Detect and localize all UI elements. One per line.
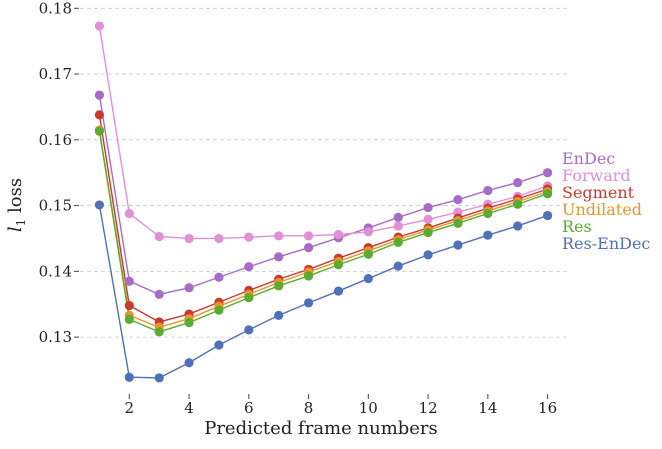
y-axis-label-sub: 1 — [14, 219, 28, 227]
data-point-endec — [453, 195, 463, 205]
y-axis-label: l1 loss — [5, 178, 28, 232]
series-line-endec — [98, 94, 548, 296]
data-point-endec — [154, 289, 164, 299]
data-point-forward — [94, 21, 105, 31]
x-tick-label: 14 — [478, 399, 497, 417]
data-point-forward — [244, 232, 254, 242]
series-line-segment — [98, 114, 548, 323]
x-axis-label: Predicted frame numbers — [204, 418, 438, 439]
y-tick-label: 0.14 — [39, 262, 72, 280]
y-tick-label: 0.15 — [39, 197, 72, 215]
data-point-res — [214, 305, 224, 315]
data-point-forward — [274, 231, 284, 241]
y-tick-label: 0.16 — [39, 131, 72, 149]
x-tick-label: 16 — [538, 399, 557, 417]
data-point-res — [124, 314, 134, 324]
data-point-endec — [274, 252, 284, 262]
data-point-res — [333, 260, 344, 270]
x-tick-label: 4 — [184, 399, 194, 417]
series-line-undilated — [98, 129, 548, 328]
legend-label-forward: Forward — [562, 166, 631, 185]
data-point-res — [184, 318, 194, 328]
data-point-forward — [393, 221, 403, 231]
series-line-res — [98, 131, 548, 333]
data-point-res — [542, 189, 553, 199]
data-point-res-endec — [274, 310, 284, 320]
x-tick-label: 10 — [359, 399, 378, 417]
y-axis: 0.13 0.14 0.15 0.16 0.17 0.18 — [39, 0, 79, 346]
x-tick-label: 6 — [244, 399, 254, 417]
data-point-res-endec — [333, 286, 344, 296]
data-point-res-endec — [513, 221, 523, 231]
legend-label-res-endec: Res-EnDec — [562, 234, 650, 253]
data-point-segment — [94, 110, 105, 120]
series-line-forward — [98, 25, 548, 240]
data-point-forward — [363, 227, 373, 237]
data-point-res — [244, 293, 254, 303]
data-point-endec — [214, 272, 224, 282]
data-point-res-endec — [244, 325, 254, 335]
series-lines — [98, 25, 548, 379]
data-point-res-endec — [154, 373, 164, 383]
y-tick-label: 0.17 — [39, 65, 72, 83]
data-point-res-endec — [483, 230, 493, 240]
data-point-res — [483, 208, 493, 219]
legend-label-undilated: Undilated — [562, 200, 642, 219]
data-point-res-endec — [303, 298, 314, 308]
legend-label-endec: EnDec — [562, 149, 615, 168]
x-tick-label: 8 — [304, 399, 314, 417]
data-point-res-endec — [423, 250, 433, 260]
data-point-res — [94, 126, 105, 136]
data-point-res — [154, 327, 164, 337]
x-axis: 2 4 6 8 10 12 14 16 — [125, 394, 557, 417]
data-point-res-endec — [124, 372, 134, 382]
x-tick-label: 12 — [419, 399, 438, 417]
data-point-res-endec — [453, 240, 463, 250]
data-point-forward — [124, 208, 134, 219]
data-point-forward — [184, 233, 194, 244]
data-point-res — [303, 271, 314, 281]
data-point-forward — [423, 214, 433, 224]
data-point-res — [363, 249, 373, 259]
series-line-res-endec — [98, 204, 548, 379]
y-axis-label-rest: loss — [5, 178, 26, 219]
data-point-endec — [184, 283, 194, 293]
y-tick-label: 0.13 — [39, 328, 72, 346]
data-point-res-endec — [184, 358, 194, 368]
data-point-endec — [94, 90, 105, 100]
data-point-res-endec — [94, 200, 105, 210]
data-point-res — [274, 281, 284, 291]
data-point-endec — [303, 243, 314, 253]
data-point-res-endec — [542, 210, 553, 221]
data-point-endec — [513, 177, 523, 188]
data-point-endec — [542, 168, 553, 178]
data-point-endec — [483, 185, 493, 196]
data-point-res-endec — [363, 273, 373, 284]
data-point-endec — [124, 276, 134, 286]
data-point-endec — [244, 262, 254, 272]
grid-lines — [80, 7, 570, 338]
data-point-res — [453, 218, 463, 228]
series-points — [94, 21, 553, 383]
data-point-endec — [393, 212, 403, 223]
data-point-forward — [214, 233, 224, 244]
data-point-endec — [423, 202, 433, 213]
data-point-res-endec — [214, 340, 224, 350]
data-point-forward — [154, 231, 164, 242]
data-point-res-endec — [393, 261, 403, 271]
data-point-res — [393, 237, 403, 247]
data-point-forward — [333, 229, 344, 240]
y-axis-label-main: l — [5, 226, 26, 232]
data-point-forward — [303, 231, 314, 241]
legend-label-res: Res — [562, 217, 592, 236]
data-point-res — [513, 199, 523, 209]
data-point-res — [423, 227, 433, 238]
x-tick-label: 2 — [125, 399, 135, 417]
legend-label-segment: Segment — [562, 183, 635, 202]
y-tick-label: 0.18 — [39, 0, 72, 17]
data-point-segment — [124, 300, 134, 311]
